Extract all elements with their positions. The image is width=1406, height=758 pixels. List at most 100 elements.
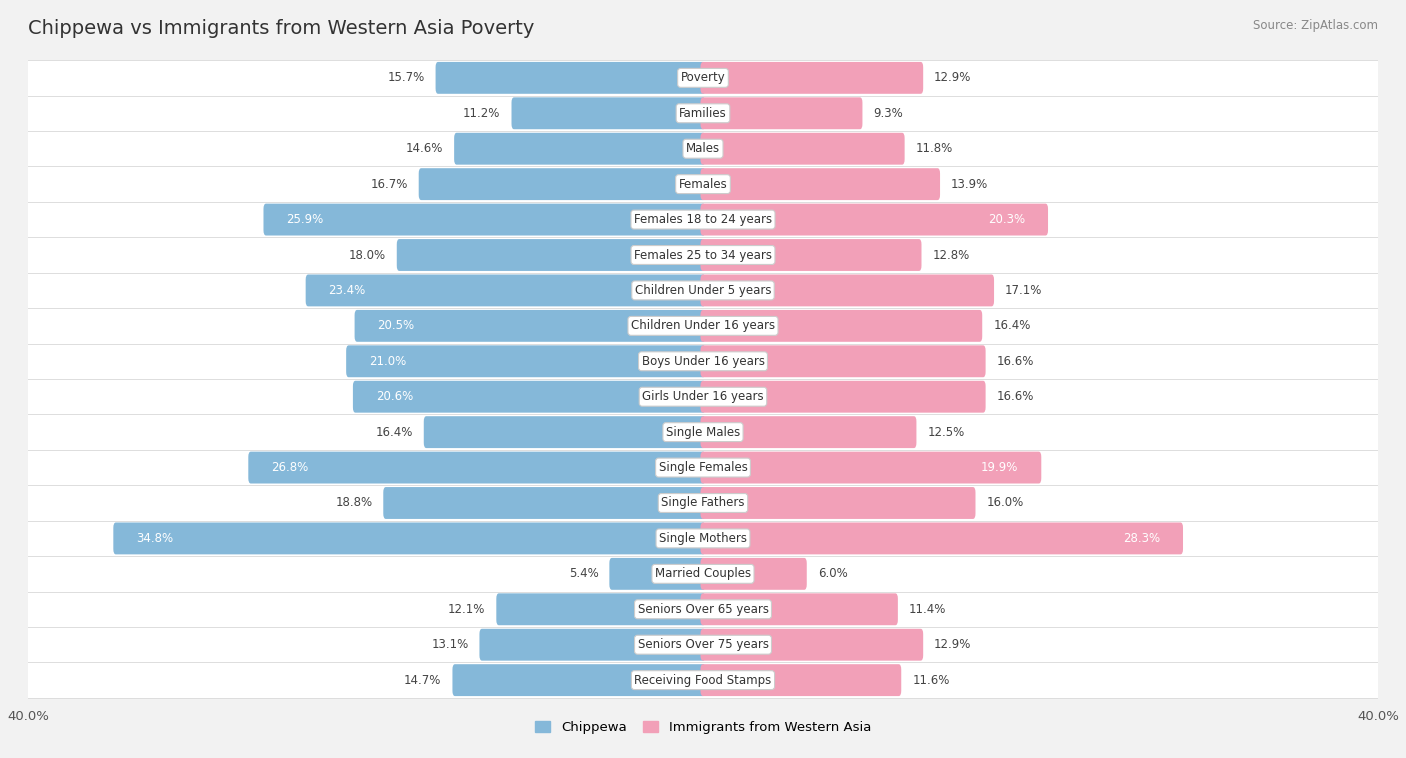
- Text: 11.2%: 11.2%: [463, 107, 501, 120]
- Text: 11.4%: 11.4%: [908, 603, 946, 615]
- FancyBboxPatch shape: [0, 521, 1406, 556]
- FancyBboxPatch shape: [0, 167, 1406, 202]
- Text: 14.7%: 14.7%: [404, 674, 441, 687]
- Text: 20.5%: 20.5%: [377, 319, 415, 332]
- Text: 34.8%: 34.8%: [136, 532, 173, 545]
- Text: Seniors Over 65 years: Seniors Over 65 years: [637, 603, 769, 615]
- FancyBboxPatch shape: [700, 133, 904, 164]
- Text: 15.7%: 15.7%: [388, 71, 425, 84]
- FancyBboxPatch shape: [0, 449, 1406, 485]
- FancyBboxPatch shape: [346, 346, 706, 377]
- Text: Children Under 16 years: Children Under 16 years: [631, 319, 775, 332]
- Text: Females: Females: [679, 177, 727, 191]
- FancyBboxPatch shape: [496, 594, 706, 625]
- FancyBboxPatch shape: [700, 416, 917, 448]
- FancyBboxPatch shape: [0, 273, 1406, 309]
- Text: 23.4%: 23.4%: [329, 284, 366, 297]
- Text: 21.0%: 21.0%: [368, 355, 406, 368]
- FancyBboxPatch shape: [700, 62, 924, 94]
- FancyBboxPatch shape: [0, 202, 1406, 237]
- Text: 16.0%: 16.0%: [987, 496, 1024, 509]
- Text: 19.9%: 19.9%: [981, 461, 1018, 474]
- Text: 14.6%: 14.6%: [406, 143, 443, 155]
- FancyBboxPatch shape: [700, 664, 901, 696]
- Text: Boys Under 16 years: Boys Under 16 years: [641, 355, 765, 368]
- Text: 11.8%: 11.8%: [915, 143, 953, 155]
- FancyBboxPatch shape: [0, 627, 1406, 662]
- FancyBboxPatch shape: [419, 168, 706, 200]
- FancyBboxPatch shape: [700, 204, 1047, 236]
- FancyBboxPatch shape: [700, 452, 1042, 484]
- Text: Chippewa vs Immigrants from Western Asia Poverty: Chippewa vs Immigrants from Western Asia…: [28, 19, 534, 38]
- FancyBboxPatch shape: [700, 381, 986, 412]
- Text: 11.6%: 11.6%: [912, 674, 949, 687]
- Text: 12.9%: 12.9%: [934, 638, 972, 651]
- FancyBboxPatch shape: [700, 310, 983, 342]
- Text: 18.8%: 18.8%: [335, 496, 373, 509]
- FancyBboxPatch shape: [453, 664, 706, 696]
- Text: Females 18 to 24 years: Females 18 to 24 years: [634, 213, 772, 226]
- Text: 9.3%: 9.3%: [873, 107, 903, 120]
- Text: Married Couples: Married Couples: [655, 567, 751, 581]
- FancyBboxPatch shape: [396, 239, 706, 271]
- Text: Single Mothers: Single Mothers: [659, 532, 747, 545]
- FancyBboxPatch shape: [263, 204, 706, 236]
- FancyBboxPatch shape: [700, 522, 1182, 554]
- FancyBboxPatch shape: [0, 60, 1406, 96]
- Text: 13.9%: 13.9%: [950, 177, 988, 191]
- Legend: Chippewa, Immigrants from Western Asia: Chippewa, Immigrants from Western Asia: [534, 721, 872, 735]
- Text: 16.6%: 16.6%: [997, 355, 1033, 368]
- Text: 6.0%: 6.0%: [818, 567, 848, 581]
- FancyBboxPatch shape: [0, 662, 1406, 698]
- Text: Poverty: Poverty: [681, 71, 725, 84]
- FancyBboxPatch shape: [0, 556, 1406, 591]
- Text: 20.3%: 20.3%: [988, 213, 1025, 226]
- FancyBboxPatch shape: [0, 131, 1406, 167]
- FancyBboxPatch shape: [305, 274, 706, 306]
- Text: Children Under 5 years: Children Under 5 years: [634, 284, 772, 297]
- FancyBboxPatch shape: [0, 591, 1406, 627]
- FancyBboxPatch shape: [609, 558, 706, 590]
- FancyBboxPatch shape: [0, 96, 1406, 131]
- FancyBboxPatch shape: [700, 97, 862, 129]
- Text: Receiving Food Stamps: Receiving Food Stamps: [634, 674, 772, 687]
- FancyBboxPatch shape: [700, 629, 924, 661]
- Text: Females 25 to 34 years: Females 25 to 34 years: [634, 249, 772, 262]
- FancyBboxPatch shape: [700, 274, 994, 306]
- Text: 25.9%: 25.9%: [287, 213, 323, 226]
- FancyBboxPatch shape: [354, 310, 706, 342]
- FancyBboxPatch shape: [0, 415, 1406, 449]
- Text: Families: Families: [679, 107, 727, 120]
- FancyBboxPatch shape: [700, 487, 976, 519]
- FancyBboxPatch shape: [512, 97, 706, 129]
- Text: 28.3%: 28.3%: [1123, 532, 1160, 545]
- Text: 26.8%: 26.8%: [271, 461, 308, 474]
- Text: Single Females: Single Females: [658, 461, 748, 474]
- FancyBboxPatch shape: [0, 309, 1406, 343]
- FancyBboxPatch shape: [249, 452, 706, 484]
- Text: Single Fathers: Single Fathers: [661, 496, 745, 509]
- Text: Seniors Over 75 years: Seniors Over 75 years: [637, 638, 769, 651]
- Text: 13.1%: 13.1%: [432, 638, 468, 651]
- FancyBboxPatch shape: [0, 343, 1406, 379]
- FancyBboxPatch shape: [114, 522, 706, 554]
- Text: 16.4%: 16.4%: [375, 426, 413, 439]
- Text: 16.6%: 16.6%: [997, 390, 1033, 403]
- FancyBboxPatch shape: [423, 416, 706, 448]
- Text: 20.6%: 20.6%: [375, 390, 413, 403]
- Text: Source: ZipAtlas.com: Source: ZipAtlas.com: [1253, 19, 1378, 32]
- Text: 5.4%: 5.4%: [568, 567, 599, 581]
- FancyBboxPatch shape: [384, 487, 706, 519]
- FancyBboxPatch shape: [0, 237, 1406, 273]
- FancyBboxPatch shape: [454, 133, 706, 164]
- FancyBboxPatch shape: [0, 379, 1406, 415]
- Text: 16.4%: 16.4%: [993, 319, 1031, 332]
- FancyBboxPatch shape: [700, 168, 941, 200]
- Text: 12.8%: 12.8%: [932, 249, 970, 262]
- Text: 12.1%: 12.1%: [449, 603, 485, 615]
- FancyBboxPatch shape: [479, 629, 706, 661]
- FancyBboxPatch shape: [353, 381, 706, 412]
- FancyBboxPatch shape: [436, 62, 706, 94]
- Text: Single Males: Single Males: [666, 426, 740, 439]
- FancyBboxPatch shape: [700, 594, 898, 625]
